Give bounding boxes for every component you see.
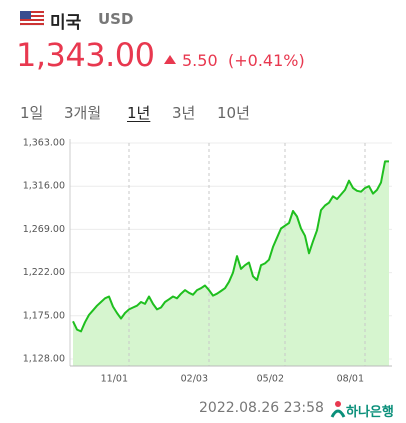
- bank-name: 하나은행: [346, 405, 394, 420]
- up-arrow-icon: [164, 55, 176, 64]
- x-tick-label: 05/02: [257, 374, 284, 385]
- price: 1,343.00: [16, 36, 155, 74]
- tab[interactable]: 3년: [172, 104, 196, 122]
- tab[interactable]: 10년: [217, 104, 250, 122]
- y-tick-label: 1,128.00: [23, 354, 65, 365]
- change: 5.50: [182, 51, 218, 70]
- line: [72, 160, 389, 333]
- area-fill: [73, 161, 389, 366]
- tab[interactable]: 3개월: [64, 104, 102, 122]
- change-pct: (+0.41%): [228, 51, 305, 70]
- y-tick-label: 1,175.00: [23, 310, 65, 321]
- tab[interactable]: 1년: [127, 104, 151, 122]
- bank-logo-icon: [330, 401, 346, 418]
- y-tick-label: 1,363.00: [23, 138, 65, 149]
- y-tick-label: 1,316.00: [23, 181, 65, 192]
- tab[interactable]: 1일: [20, 104, 44, 122]
- x-tick-label: 02/03: [181, 374, 208, 385]
- x-tick-label: 08/01: [337, 374, 364, 385]
- y-tick-label: 1,222.00: [23, 267, 65, 278]
- country: 미국: [50, 13, 82, 33]
- x-tick-label: 11/01: [101, 374, 128, 385]
- flag-icon: [20, 11, 44, 26]
- chart: 1,128.00 1,175.00 1,222.00 1,269.00 1,316.00…: [23, 138, 392, 385]
- currency: USD: [98, 10, 134, 28]
- timestamp: 2022.08.26 23:58: [199, 400, 324, 416]
- y-tick-label: 1,269.00: [23, 224, 65, 235]
